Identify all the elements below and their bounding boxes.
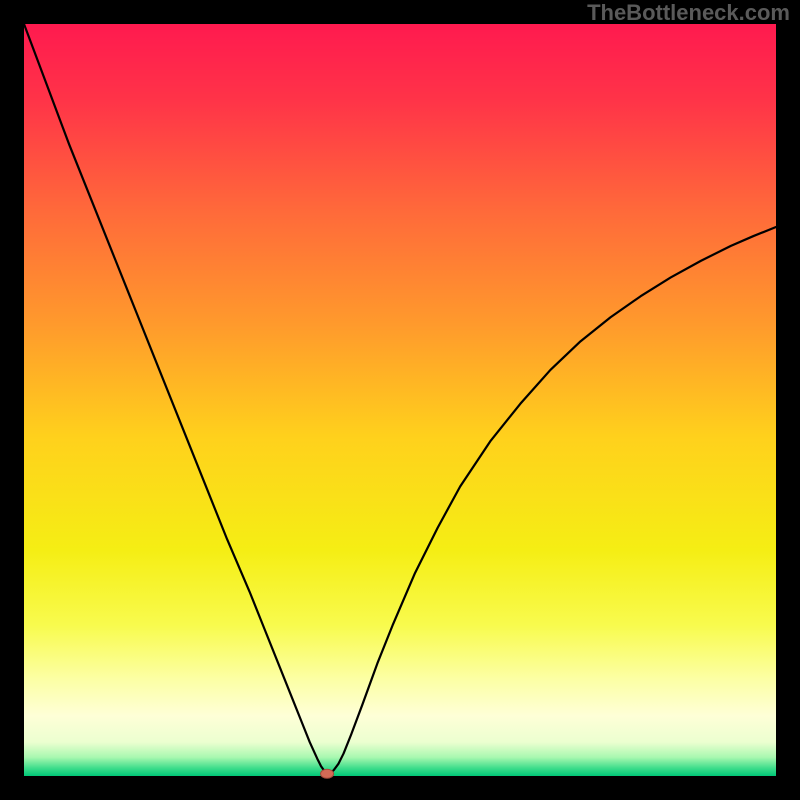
optimum-marker [321,769,334,778]
plot-background [24,24,776,776]
chart-svg [0,0,800,800]
watermark-text: TheBottleneck.com [587,0,790,26]
chart-frame: TheBottleneck.com [0,0,800,800]
